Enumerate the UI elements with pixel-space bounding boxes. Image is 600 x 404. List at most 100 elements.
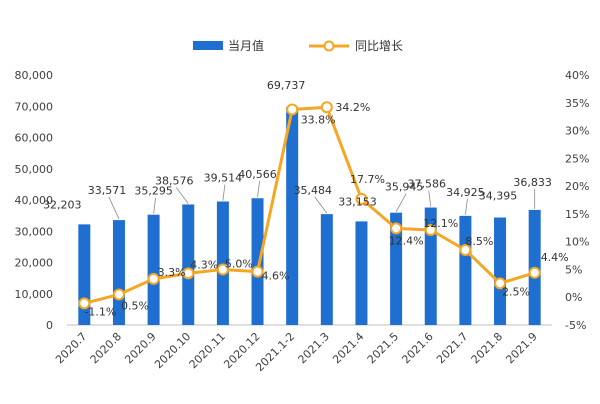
growth-value-label: 4.4% — [541, 251, 569, 264]
y-right-tick-label: 35% — [565, 97, 589, 110]
bar — [251, 198, 264, 325]
bar — [182, 204, 195, 325]
bar-value-label: 35,484 — [294, 184, 333, 197]
y-left-tick-label: 50,000 — [15, 163, 54, 176]
bar-value-label: 33,153 — [338, 195, 377, 208]
growth-point — [147, 272, 160, 285]
legend: 当月值 同比增长 — [193, 38, 403, 53]
y-right-tick-label: 0% — [565, 291, 582, 304]
growth-value-label: 2.5% — [502, 285, 530, 298]
y-right-tick-label: -5% — [565, 319, 586, 332]
x-tick-label: 2020.7 — [53, 330, 89, 366]
bar-label-leader — [153, 197, 157, 214]
y-axis-right: -5% 0% 5% 10% 15% 20% 25% 30% 35% 40% — [565, 69, 589, 332]
growth-point — [78, 297, 91, 310]
growth-point — [251, 265, 264, 278]
y-right-tick-label: 40% — [565, 69, 589, 82]
x-tick-label: 2020.8 — [88, 330, 124, 366]
y-left-tick-label: 0 — [46, 319, 53, 332]
bar-value-label: 34,395 — [479, 190, 518, 203]
growth-value-label: -1.1% — [84, 305, 116, 318]
growth-point — [459, 244, 472, 256]
y-right-tick-label: 30% — [565, 125, 589, 138]
x-tick-label: 2021.7 — [434, 330, 470, 366]
bar-value-label: 38,576 — [155, 174, 194, 187]
growth-value-label: 0.5% — [121, 299, 149, 312]
growth-value-label: 5.0% — [225, 257, 253, 270]
bar-value-label: 35,295 — [134, 185, 173, 198]
x-tick-label: 2021.9 — [503, 330, 539, 366]
growth-point — [424, 224, 437, 236]
bar-label-leader — [464, 198, 468, 215]
y-right-tick-label: 25% — [565, 152, 589, 165]
y-left-tick-label: 10,000 — [15, 288, 54, 301]
growth-value-label: 4.3% — [190, 258, 218, 271]
growth-point — [320, 101, 333, 114]
bar-label-leader — [108, 196, 120, 220]
bar-label-leader — [222, 184, 226, 201]
growth-point — [355, 192, 368, 205]
bar-value-label: 40,566 — [238, 168, 277, 181]
legend-line-label: 同比增长 — [355, 39, 403, 53]
x-tick-label: 2021.4 — [330, 330, 366, 366]
growth-value-label: 17.7% — [350, 173, 385, 186]
growth-point — [494, 277, 507, 290]
bar — [494, 217, 507, 325]
y-axis-left: 0 10,000 20,000 30,000 40,000 50,000 60,000 70,… — [15, 69, 54, 332]
bar-value-label: 35,945 — [385, 181, 424, 194]
y-left-tick-label: 30,000 — [15, 225, 54, 238]
growth-point — [390, 222, 403, 235]
bar-value-label: 39,514 — [204, 172, 243, 185]
y-left-tick-label: 70,000 — [15, 100, 54, 113]
y-right-tick-label: 15% — [565, 208, 589, 221]
bar — [390, 212, 403, 325]
growth-point — [182, 267, 195, 280]
growth-point — [112, 288, 125, 301]
bar — [459, 215, 472, 325]
growth-value-label: 33.8% — [301, 113, 336, 126]
growth-value-label: 34.2% — [335, 101, 370, 114]
x-tick-label: 2021.5 — [365, 330, 401, 366]
x-axis-ticks: 2020.72020.82020.92020.102020.112020.122… — [53, 330, 540, 374]
x-tick-label: 2020.10 — [152, 330, 193, 371]
bar — [320, 214, 333, 325]
y-left-tick-label: 80,000 — [15, 69, 54, 82]
y-left-tick-label: 20,000 — [15, 257, 54, 270]
bar — [147, 214, 160, 325]
bar-value-label: 32,203 — [43, 198, 82, 211]
y-right-tick-label: 10% — [565, 236, 589, 249]
growth-point — [216, 263, 229, 276]
legend-bar-label: 当月值 — [228, 38, 264, 53]
growth-value-label: 4.6% — [262, 270, 290, 283]
growth-value-label: 12.1% — [423, 217, 458, 230]
y-right-tick-label: 5% — [565, 263, 582, 276]
x-tick-label: 2021.6 — [399, 330, 435, 366]
bar-label-leader — [257, 181, 260, 198]
growth-point — [286, 103, 299, 116]
legend-bar-swatch — [193, 41, 223, 50]
x-tick-label: 2021.3 — [296, 330, 332, 366]
bar — [286, 107, 299, 326]
bar-value-label: 33,571 — [88, 184, 127, 197]
bar-label-leader — [175, 187, 189, 204]
legend-line-marker — [323, 40, 335, 52]
bar-value-label: 37,586 — [408, 178, 447, 191]
bar — [216, 201, 229, 325]
growth-value-label: 3.3% — [158, 266, 186, 279]
bar-value-label: 34,925 — [446, 186, 485, 199]
bar-label-leader — [314, 196, 328, 214]
growth-point — [528, 266, 541, 279]
y-left-tick-label: 40,000 — [15, 194, 54, 207]
bar — [424, 207, 437, 325]
y-left-tick-label: 60,000 — [15, 132, 54, 145]
line-series — [78, 101, 541, 310]
y-right-tick-label: 20% — [565, 180, 589, 193]
bar-value-label: 69,737 — [267, 79, 306, 92]
bar — [355, 221, 368, 325]
bar-value-label: 36,833 — [513, 176, 552, 189]
bar-label-leader — [428, 190, 432, 207]
x-tick-label: 2020.11 — [187, 330, 228, 371]
